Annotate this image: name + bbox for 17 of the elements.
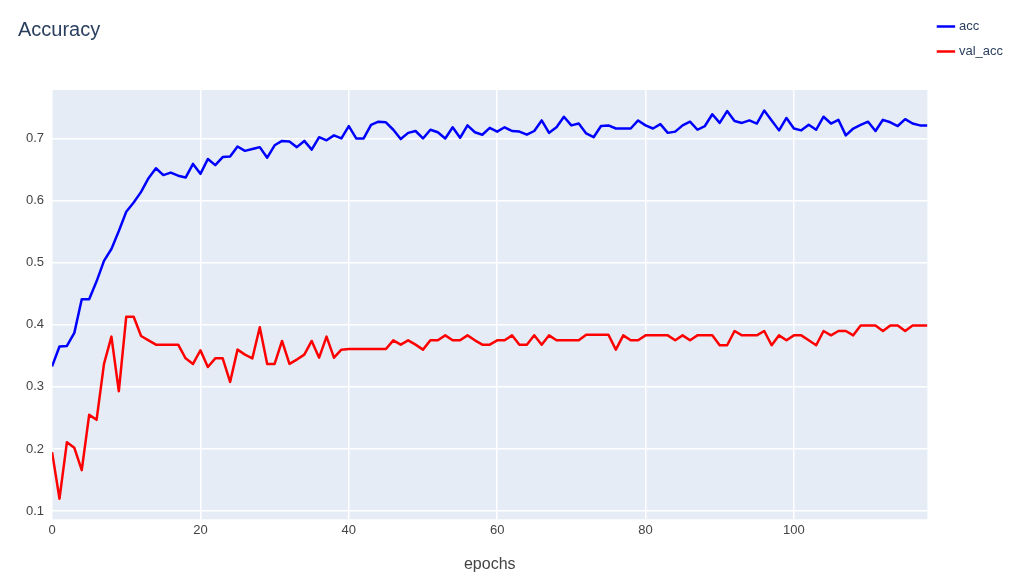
y-tick-label: 0.7 <box>25 130 45 146</box>
x-tick-label: 100 <box>783 521 805 537</box>
x-tick-label: 20 <box>193 521 208 537</box>
x-tick-label: 80 <box>638 521 653 537</box>
y-tick-label: 0.4 <box>25 316 45 332</box>
y-tick-label: 0.2 <box>25 440 45 456</box>
legend-label: acc <box>958 18 980 34</box>
legend-label: val_acc <box>958 43 1004 59</box>
y-tick-label: 0.1 <box>25 502 45 518</box>
x-tick-label: 40 <box>341 521 357 537</box>
x-axis-title: epochs <box>463 554 516 572</box>
y-tick-label: 0.6 <box>25 192 45 208</box>
chart-title: Accuracy <box>18 17 101 40</box>
x-tick-label: 60 <box>489 521 505 537</box>
y-tick-label: 0.5 <box>25 254 45 270</box>
y-tick-label: 0.3 <box>25 378 45 394</box>
x-tick-label: 0 <box>48 521 56 537</box>
